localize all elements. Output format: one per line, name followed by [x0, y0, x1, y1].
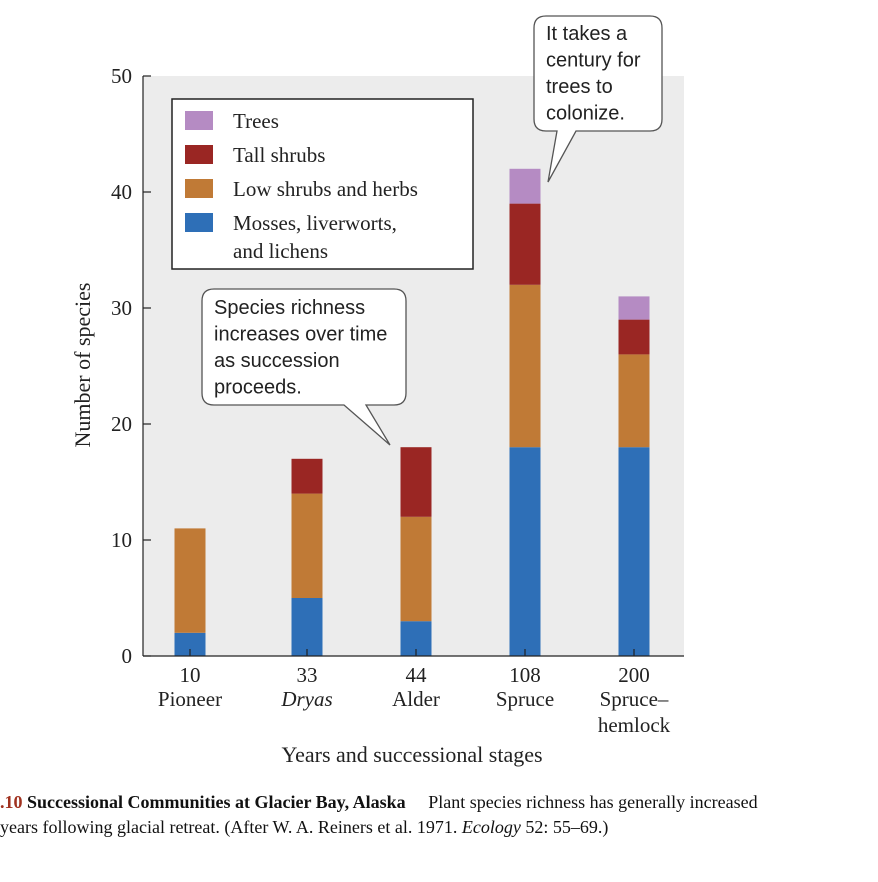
legend-label: and lichens — [233, 239, 328, 263]
callout-text: proceeds. — [214, 377, 302, 399]
y-tick-label: 30 — [111, 296, 132, 320]
bar-segment — [291, 458, 323, 494]
y-tick-label: 40 — [111, 180, 132, 204]
legend-swatch — [185, 145, 213, 164]
x-tick-label: 108 — [509, 663, 541, 687]
legend-label: Mosses, liverworts, — [233, 211, 397, 235]
callout-text: trees to — [546, 76, 613, 98]
bar-segment — [291, 598, 323, 656]
legend: Trees Tall shrubs Low shrubs and herbs Moss… — [171, 98, 474, 270]
callout-text: century for — [546, 50, 641, 72]
legend-label: Trees — [233, 109, 279, 133]
bar-segment — [400, 447, 432, 517]
caption-line-1: 7.10 Successional Communities at Glacier… — [0, 790, 758, 814]
bar-segment — [618, 319, 650, 355]
caption-text-1: Plant species richness has generally inc… — [428, 792, 758, 812]
callout-text: It takes a — [546, 23, 628, 45]
x-tick-label: Dryas — [280, 687, 332, 711]
callout-text: as succession — [214, 350, 340, 372]
callout-text: Species richness — [214, 297, 365, 319]
caption-text-2: years following glacial retreat. (After … — [0, 817, 462, 837]
x-axis-label: Years and successional stages — [281, 742, 542, 767]
annotations-group: Species richness increases over time as su… — [201, 15, 663, 446]
x-tick-label: 33 — [297, 663, 318, 687]
x-tick-label: 10 — [180, 663, 201, 687]
caption-text-3: 52: 55–69.) — [520, 817, 609, 837]
legend-box — [171, 98, 474, 270]
bar-segment — [509, 203, 541, 285]
legend-label: Tall shrubs — [233, 143, 325, 167]
x-tick-label: Spruce– — [600, 687, 669, 711]
x-tick-label: hemlock — [598, 713, 671, 737]
x-tick-label: Alder — [392, 687, 440, 711]
legend-swatch — [185, 111, 213, 130]
callout-text: increases over time — [214, 324, 387, 346]
bar-segment — [174, 528, 206, 633]
figure-caption: 7.10 Successional Communities at Glacier… — [0, 790, 878, 850]
callout-text: colonize. — [546, 103, 625, 125]
bar-segment — [509, 447, 541, 656]
x-tick-label: Pioneer — [158, 687, 222, 711]
y-tick-label: 50 — [111, 64, 132, 88]
legend-label: Low shrubs and herbs — [233, 177, 418, 201]
caption-line-2: years following glacial retreat. (After … — [0, 815, 608, 839]
caption-journal: Ecology — [461, 817, 521, 837]
figure-number: 7.10 — [0, 792, 23, 812]
x-tick-label: Spruce — [496, 687, 554, 711]
y-tick-label: 20 — [111, 412, 132, 436]
bar-segment — [618, 296, 650, 320]
axes-group: 0102030405010Pioneer33Dryas44Alder108Spr… — [111, 64, 684, 737]
legend-swatch — [185, 213, 213, 232]
bar-segment — [291, 493, 323, 598]
y-tick-label: 0 — [122, 644, 133, 668]
bar-segment — [509, 284, 541, 448]
bar-segment — [400, 516, 432, 622]
bars-group — [174, 168, 650, 656]
bar-segment — [618, 354, 650, 448]
legend-swatch — [185, 179, 213, 198]
bar-segment — [174, 632, 206, 656]
x-tick-label: 200 — [618, 663, 650, 687]
y-axis-label: Number of species — [70, 283, 95, 448]
callout-bubble — [201, 288, 407, 446]
callout-bubble — [533, 15, 663, 183]
bar-segment — [509, 168, 541, 204]
caption-title: Successional Communities at Glacier Bay,… — [27, 792, 406, 812]
chart: 0102030405010Pioneer33Dryas44Alder108Spr… — [70, 15, 684, 767]
bar-segment — [618, 447, 650, 656]
y-tick-label: 10 — [111, 528, 132, 552]
x-tick-label: 44 — [406, 663, 428, 687]
